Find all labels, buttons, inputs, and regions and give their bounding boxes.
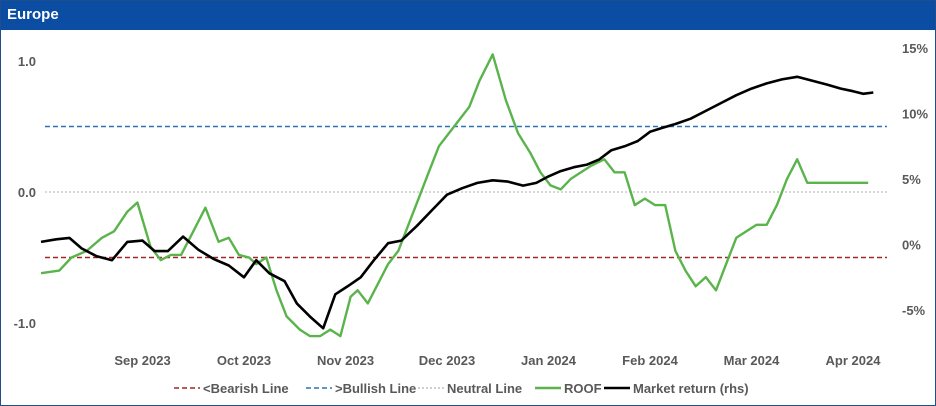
series-line-roof [40,53,869,338]
legend-label: Neutral Line [447,381,522,396]
chart-header: Europe [1,1,935,30]
y-right-tick-label: 5% [902,172,921,187]
x-tick-label: Apr 2024 [826,353,882,368]
x-tick-label: Sep 2023 [114,353,170,368]
legend-label: >Bullish Line [335,381,416,396]
y-left-tick-label: 1.0 [18,54,36,69]
x-tick-label: Feb 2024 [622,353,678,368]
x-tick-label: Jan 2024 [521,353,577,368]
x-tick-label: Nov 2023 [317,353,374,368]
y-right-tick-label: -5% [902,303,926,318]
x-tick-label: Oct 2023 [217,353,271,368]
legend-item-roof: ROOF [535,381,602,396]
y-right-tick-label: 15% [902,41,928,56]
legend-label: ROOF [564,381,602,396]
series-line-market-return [40,75,874,330]
y-right-tick-label: 0% [902,238,921,253]
y-right-tick-label: 10% [902,107,928,122]
y-left-tick-label: 0.0 [18,185,36,200]
legend-label: Market return (rhs) [633,381,749,396]
legend-item-market-return: Market return (rhs) [604,381,749,396]
chart-title: Europe [7,6,59,23]
legend-item-bearish: <Bearish Line [174,381,289,396]
legend-item-bullish: >Bullish Line [306,381,416,396]
legend-label: <Bearish Line [203,381,289,396]
y-left-tick-label: -1.0 [14,316,36,331]
legend-item-neutral: Neutral Line [418,381,522,396]
x-tick-label: Mar 2024 [724,353,780,368]
x-tick-label: Dec 2023 [419,353,475,368]
